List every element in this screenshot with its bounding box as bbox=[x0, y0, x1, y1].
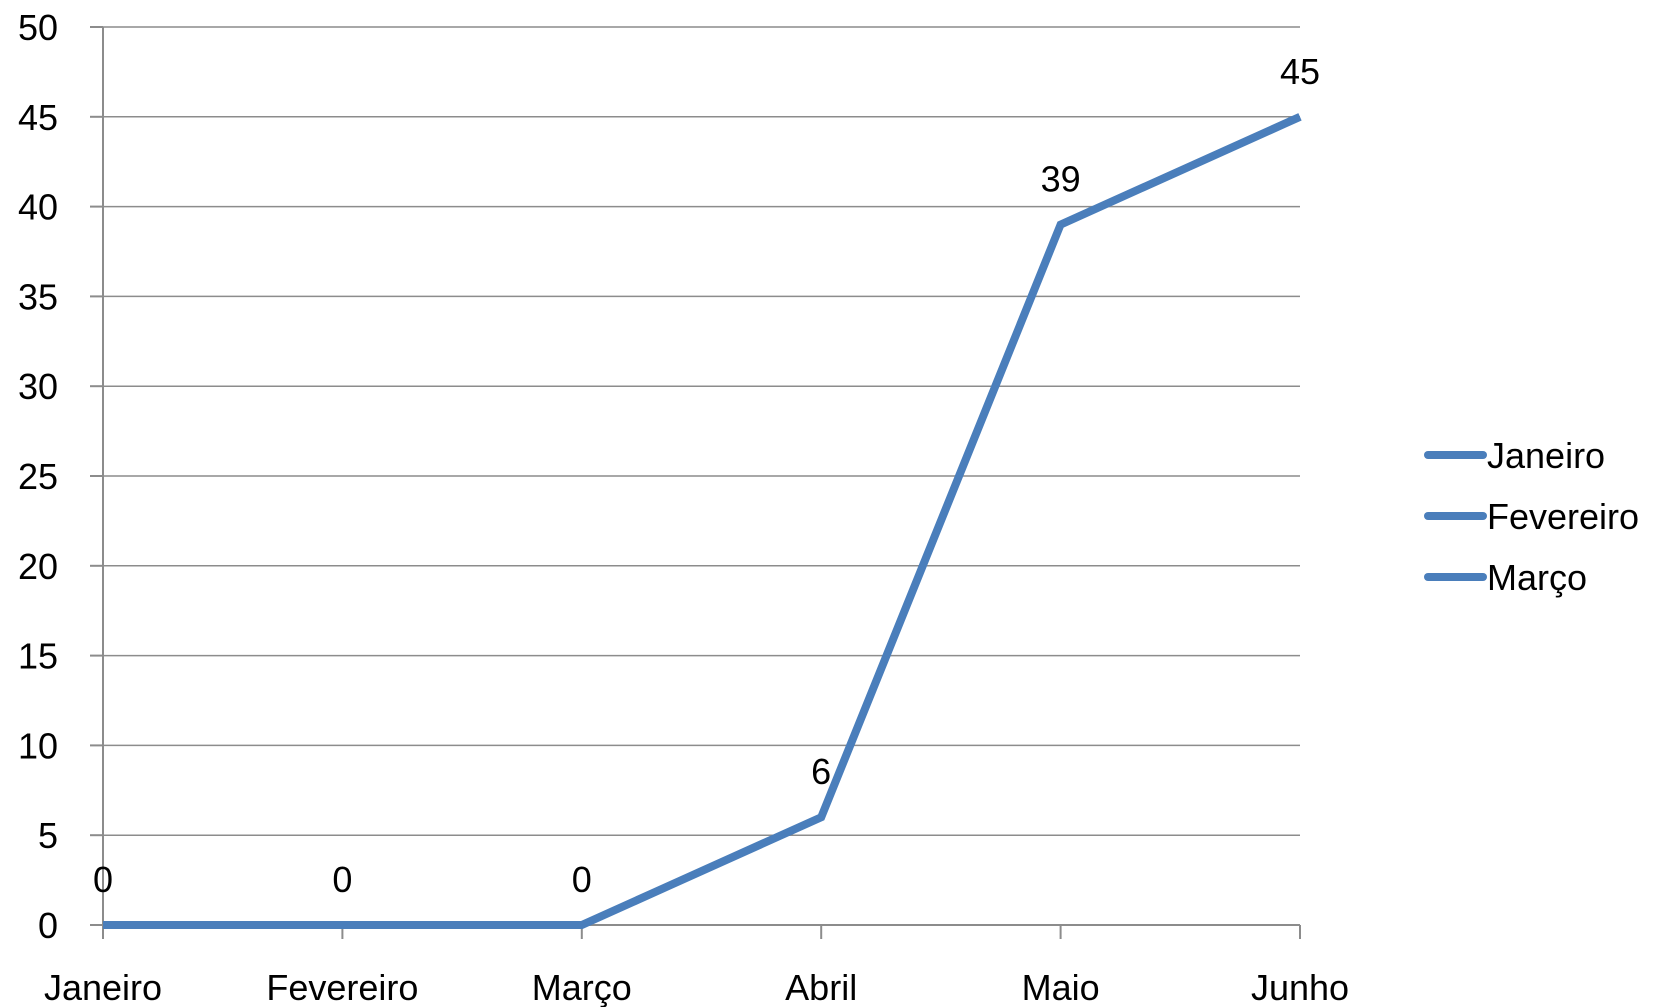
data-label: 39 bbox=[1041, 159, 1081, 200]
y-tick-label: 30 bbox=[18, 366, 58, 407]
x-tick-label: Janeiro bbox=[44, 967, 162, 1007]
y-tick-label: 5 bbox=[38, 815, 58, 856]
data-labels: 0 0 0 6 39 45 bbox=[93, 51, 1320, 900]
data-label: 0 bbox=[332, 859, 352, 900]
legend-label: Fevereiro bbox=[1487, 496, 1639, 537]
x-tick-label: Abril bbox=[785, 967, 857, 1007]
y-tick-label: 45 bbox=[18, 97, 58, 138]
y-axis-ticks: 0 5 10 15 20 25 30 35 40 45 50 bbox=[18, 7, 103, 946]
x-tick-label: Fevereiro bbox=[266, 967, 418, 1007]
data-label: 0 bbox=[572, 859, 592, 900]
y-tick-label: 15 bbox=[18, 636, 58, 677]
data-label: 45 bbox=[1280, 51, 1320, 92]
y-tick-label: 0 bbox=[38, 905, 58, 946]
y-tick-label: 40 bbox=[18, 187, 58, 228]
series-line-0 bbox=[103, 113, 1302, 929]
legend: Janeiro Fevereiro Março bbox=[1424, 435, 1639, 598]
legend-label: Janeiro bbox=[1487, 435, 1605, 476]
y-tick-label: 20 bbox=[18, 546, 58, 587]
x-tick-label: Maio bbox=[1022, 967, 1100, 1007]
y-tick-label: 10 bbox=[18, 725, 58, 766]
y-tick-label: 35 bbox=[18, 276, 58, 317]
data-label: 0 bbox=[93, 859, 113, 900]
x-tick-label: Março bbox=[532, 967, 632, 1007]
x-tick-label: Junho bbox=[1251, 967, 1349, 1007]
legend-entry: Fevereiro bbox=[1424, 496, 1639, 537]
x-axis: Janeiro Fevereiro Março Abril Maio Junho bbox=[44, 27, 1349, 1007]
gridlines bbox=[103, 26, 1300, 836]
y-tick-label: 25 bbox=[18, 456, 58, 497]
legend-entry: Janeiro bbox=[1424, 435, 1605, 476]
legend-label: Março bbox=[1487, 557, 1587, 598]
y-tick-label: 50 bbox=[18, 7, 58, 48]
data-label: 6 bbox=[811, 751, 831, 792]
series-group bbox=[103, 113, 1302, 929]
legend-entry: Março bbox=[1424, 557, 1587, 598]
